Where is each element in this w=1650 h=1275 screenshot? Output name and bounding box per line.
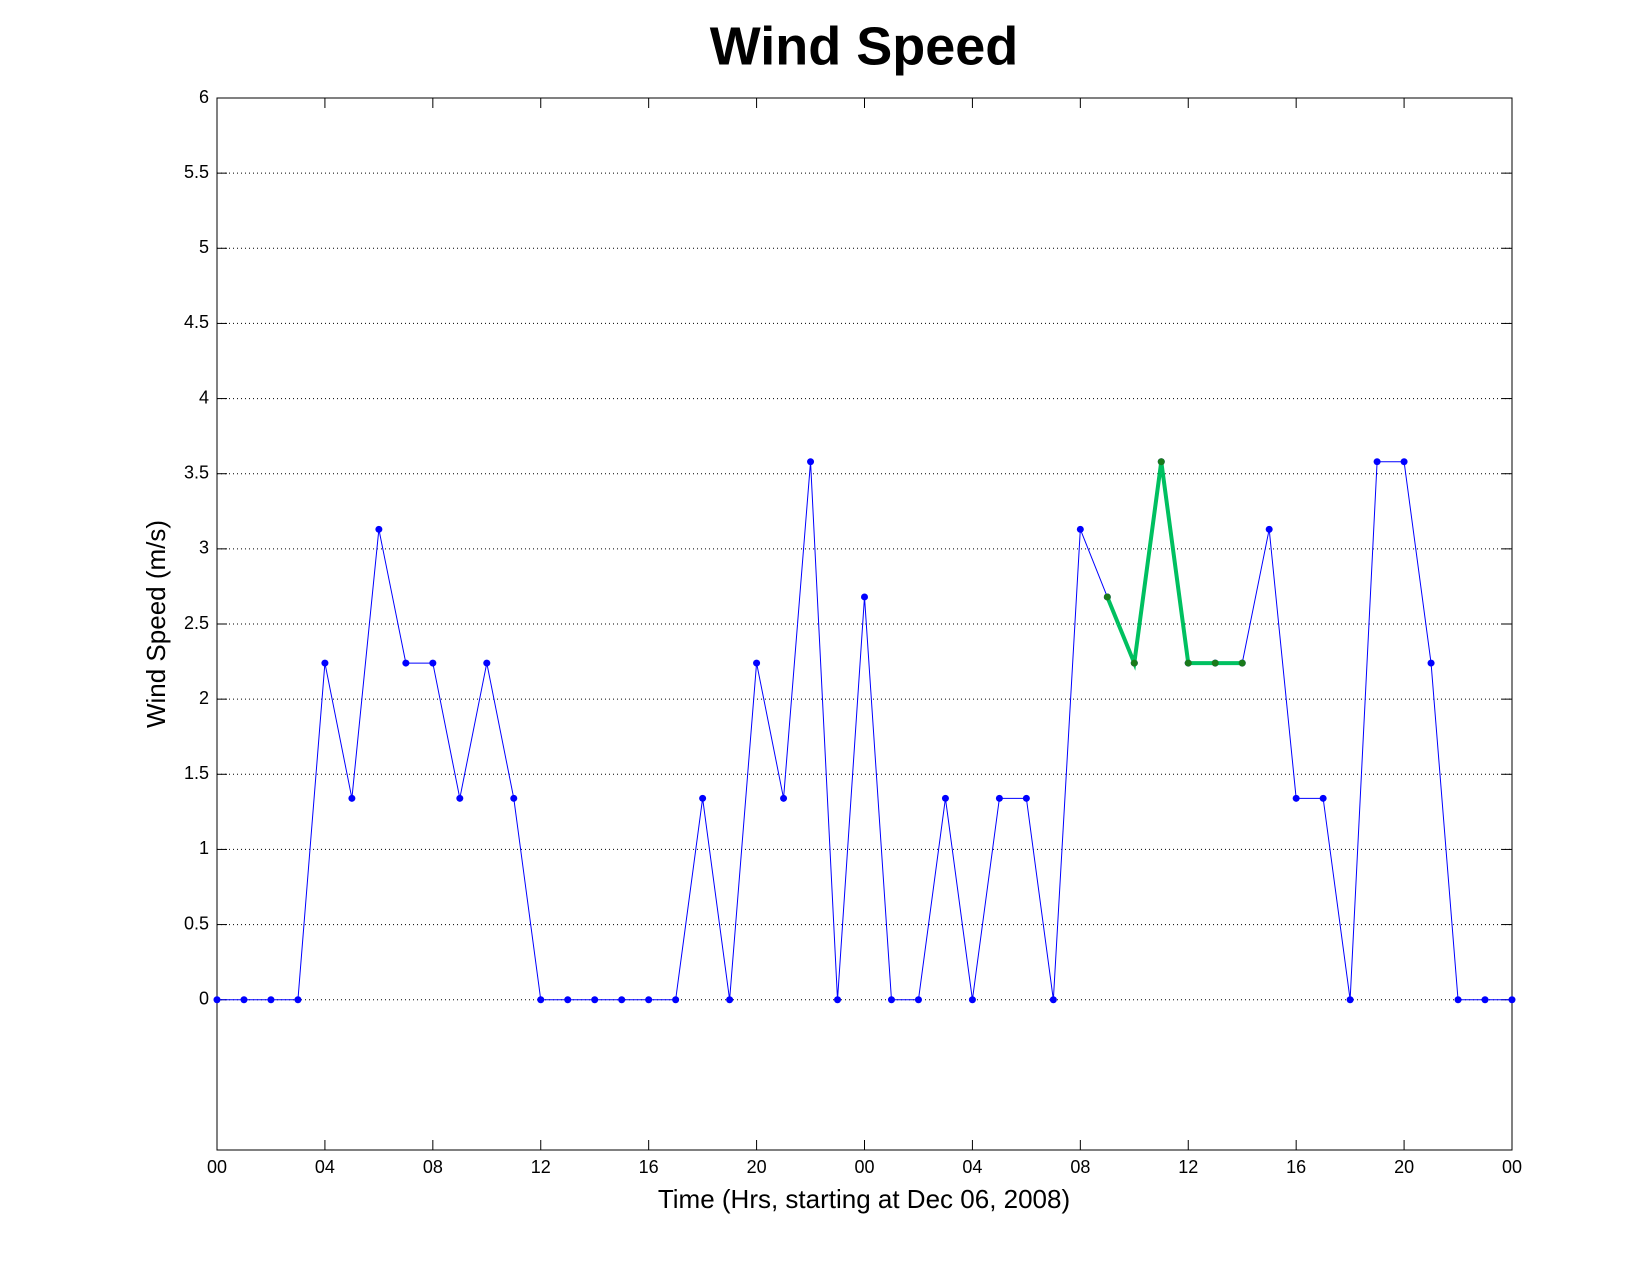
point [1292, 794, 1300, 802]
point [968, 996, 976, 1004]
point [1400, 458, 1408, 466]
point [753, 659, 761, 667]
y-tick-label: 3 [199, 538, 209, 558]
point [1211, 659, 1219, 667]
point [1076, 525, 1084, 533]
point [564, 996, 572, 1004]
point [834, 996, 842, 1004]
x-tick-label: 08 [423, 1157, 443, 1177]
x-tick-label: 12 [531, 1157, 551, 1177]
x-tick-label: 20 [1394, 1157, 1414, 1177]
x-tick-label: 00 [207, 1157, 227, 1177]
point [1157, 458, 1165, 466]
point [780, 794, 788, 802]
y-tick-label: 2.5 [184, 613, 209, 633]
point [375, 525, 383, 533]
point [1049, 996, 1057, 1004]
point [591, 996, 599, 1004]
x-axis-label: Time (Hrs, starting at Dec 06, 2008) [658, 1184, 1070, 1214]
y-tick-label: 0.5 [184, 913, 209, 933]
y-tick-label: 1.5 [184, 763, 209, 783]
point [914, 996, 922, 1004]
point [726, 996, 734, 1004]
x-tick-label: 00 [854, 1157, 874, 1177]
y-tick-label: 1 [199, 838, 209, 858]
x-tick-label: 16 [639, 1157, 659, 1177]
point [1238, 659, 1246, 667]
chart-title: Wind Speed [710, 16, 1019, 76]
point [1346, 996, 1354, 1004]
x-tick-label: 20 [747, 1157, 767, 1177]
point [1427, 659, 1435, 667]
point [213, 996, 221, 1004]
x-tick-label: 16 [1286, 1157, 1306, 1177]
point [645, 996, 653, 1004]
point [1454, 996, 1462, 1004]
point [941, 794, 949, 802]
point [618, 996, 626, 1004]
point [1184, 659, 1192, 667]
point [1373, 458, 1381, 466]
point [240, 996, 248, 1004]
point [1022, 794, 1030, 802]
point [267, 996, 275, 1004]
point [861, 593, 868, 601]
point [995, 794, 1003, 802]
y-tick-label: 2 [199, 688, 209, 708]
point [672, 996, 680, 1004]
y-tick-label: 6 [199, 87, 209, 107]
point [483, 659, 491, 667]
plot-area [216, 97, 1513, 1151]
point [294, 996, 302, 1004]
point [887, 996, 895, 1004]
x-tick-label: 04 [962, 1157, 982, 1177]
y-tick-label: 4 [199, 387, 209, 407]
point [1103, 593, 1111, 601]
x-tick-label: 08 [1070, 1157, 1090, 1177]
point [402, 659, 410, 667]
point [537, 996, 545, 1004]
y-tick-label: 4.5 [184, 312, 209, 332]
y-tick-label: 5 [199, 237, 209, 257]
point [510, 794, 518, 802]
point [1265, 525, 1273, 533]
point [1130, 659, 1138, 667]
y-axis-label: Wind Speed (m/s) [141, 520, 171, 728]
x-tick-label: 04 [315, 1157, 335, 1177]
point [699, 794, 707, 802]
y-tick-label: 0 [199, 988, 209, 1008]
point [456, 794, 464, 802]
point [429, 659, 437, 667]
point [1481, 996, 1489, 1004]
point [348, 794, 356, 802]
x-tick-label: 00 [1502, 1157, 1522, 1177]
x-tick-label: 12 [1178, 1157, 1198, 1177]
point [321, 659, 329, 667]
y-tick-label: 3.5 [184, 462, 209, 482]
point [1319, 794, 1327, 802]
line [1105, 461, 1243, 671]
point [807, 458, 815, 466]
y-tick-label: 5.5 [184, 162, 209, 182]
point [1508, 996, 1516, 1004]
